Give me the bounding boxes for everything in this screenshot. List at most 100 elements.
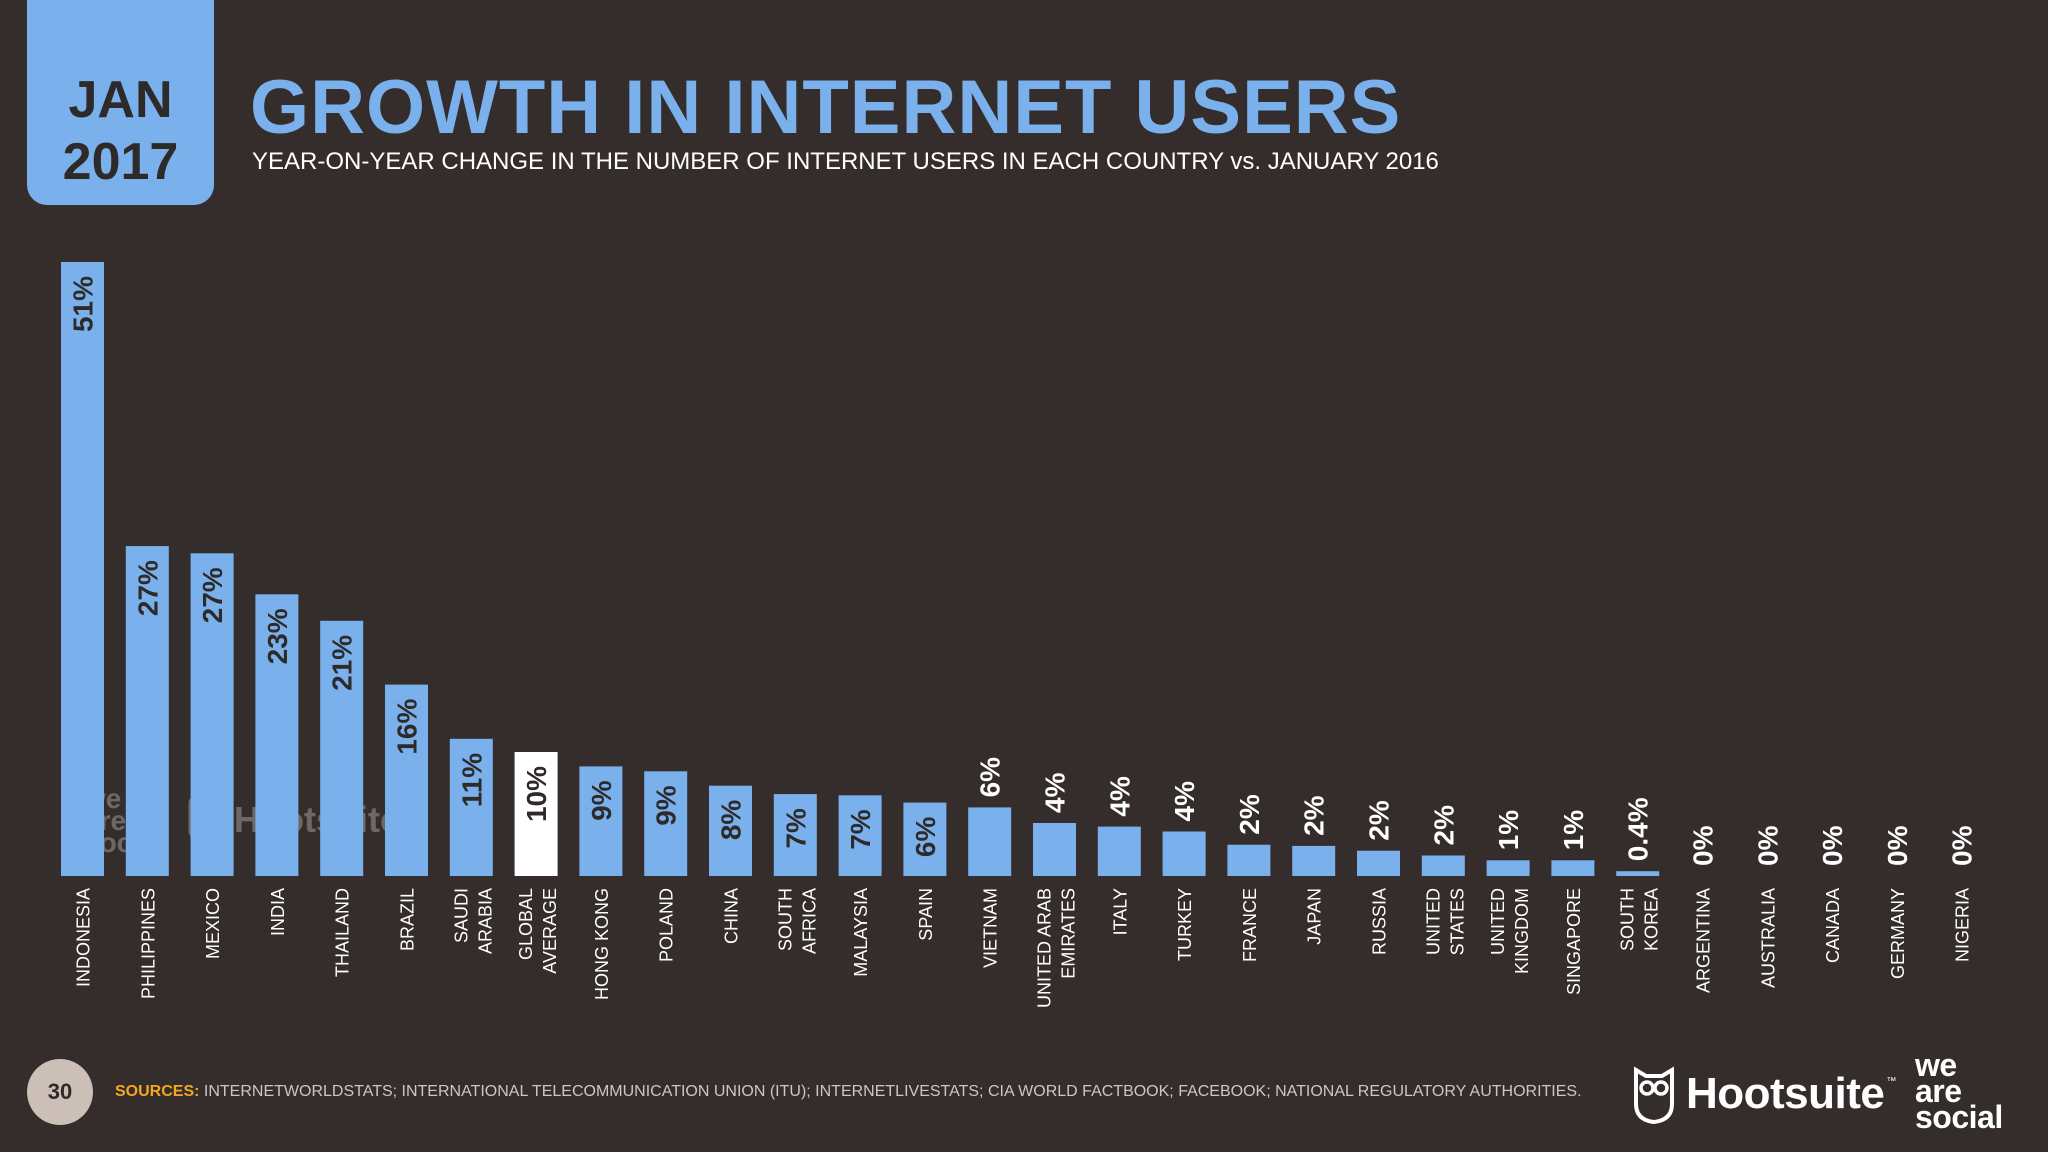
bar-south-korea [1616, 871, 1660, 876]
category-label-singapore: SINGAPORE [1564, 888, 1584, 995]
category-label-france: FRANCE [1240, 888, 1260, 962]
bar-malaysia [838, 795, 882, 876]
category-label-saudi-arabia: SAUDI ARABIA [451, 888, 495, 954]
category-label-line: SOUTH [775, 888, 795, 951]
value-label-brazil: 16% [392, 699, 423, 755]
bar-vietnam [968, 807, 1012, 876]
value-label-poland: 9% [651, 785, 682, 826]
category-label-turkey: TURKEY [1175, 888, 1195, 961]
bar-indonesia [61, 262, 104, 876]
category-label-line: STATES [1447, 888, 1467, 955]
hootsuite-tm: ™ [1886, 1076, 1897, 1087]
value-label-south-africa: 7% [780, 808, 811, 849]
category-label-line: HONG KONG [592, 888, 612, 1000]
value-label-germany: 0% [1882, 825, 1913, 866]
category-label-china: CHINA [722, 888, 742, 944]
value-label-philippines: 27% [132, 560, 163, 616]
date-badge: JAN 2017 [27, 0, 214, 205]
value-label-argentina: 0% [1688, 825, 1719, 866]
category-label-indonesia: INDONESIA [74, 888, 94, 987]
bar-italy [1097, 826, 1141, 876]
category-label-nigeria: NIGERIA [1953, 888, 1973, 962]
category-label-mexico: MEXICO [203, 888, 223, 959]
value-label-india: 23% [262, 608, 293, 664]
sources-note: SOURCES: INTERNETWORLDSTATS; INTERNATION… [115, 1081, 1582, 1103]
category-label-brazil: BRAZIL [398, 888, 418, 951]
bar-south-africa [773, 794, 817, 876]
was-line-social: social [1915, 1099, 2003, 1135]
was-line-are: are [1915, 1073, 1962, 1109]
category-label-line: PHILIPPINES [138, 888, 158, 999]
category-label-line: KINGDOM [1512, 888, 1532, 974]
value-label-china: 8% [716, 800, 747, 841]
was-line-we: we [1915, 1047, 1957, 1083]
category-label-australia: AUSTRALIA [1758, 888, 1778, 988]
category-label-argentina: ARGENTINA [1694, 888, 1714, 993]
value-label-united-kingdom: 1% [1493, 810, 1524, 851]
value-label-japan: 2% [1299, 795, 1330, 836]
category-label-line: GLOBAL [516, 888, 536, 960]
value-label-nigeria: 0% [1947, 825, 1978, 866]
category-label-line: UNITED [1488, 888, 1508, 955]
bar-spain [903, 802, 947, 876]
value-label-thailand: 21% [327, 635, 358, 691]
category-label-line: POLAND [657, 888, 677, 962]
value-label-indonesia: 51% [68, 276, 99, 332]
owl-icon [1634, 1066, 1674, 1124]
category-label-line: TURKEY [1175, 888, 1195, 961]
category-label-line: CHINA [722, 888, 742, 944]
category-label-thailand: THAILAND [333, 888, 353, 977]
hootsuite-wordmark: Hootsuite [1686, 1069, 1885, 1118]
sources-label: SOURCES: [115, 1083, 200, 1100]
category-label-line: AFRICA [799, 888, 819, 954]
bar-united-states [1421, 855, 1465, 876]
page-number: 30 [27, 1059, 93, 1125]
sources-text: INTERNETWORLDSTATS; INTERNATIONAL TELECO… [199, 1083, 1582, 1100]
value-label-vietnam: 6% [975, 757, 1006, 798]
value-label-south-korea: 0.4% [1623, 797, 1654, 861]
category-label-hong-kong: HONG KONG [592, 888, 612, 1000]
page-subtitle: YEAR-ON-YEAR CHANGE IN THE NUMBER OF INT… [252, 148, 1439, 175]
category-label-line: EMIRATES [1059, 888, 1079, 979]
bar-united-arab-emirates [1033, 823, 1076, 876]
bar-russia [1357, 850, 1400, 876]
bar-india [255, 594, 299, 876]
category-label-line: AUSTRALIA [1758, 888, 1778, 988]
category-label-line: INDIA [268, 888, 288, 936]
category-label-philippines: PHILIPPINES [138, 888, 158, 999]
value-label-saudi-arabia: 11% [456, 753, 487, 808]
category-label-line: GERMANY [1888, 888, 1908, 979]
bar-france [1227, 844, 1271, 876]
category-label-line: SINGAPORE [1564, 888, 1584, 995]
category-label-poland: POLAND [657, 888, 677, 962]
date-year: 2017 [62, 133, 179, 191]
bar-turkey [1162, 831, 1206, 876]
category-label-south-korea: SOUTH KOREA [1618, 888, 1662, 951]
category-label-line: AVERAGE [540, 888, 560, 974]
category-label-india: INDIA [268, 888, 288, 936]
bar-poland [644, 771, 688, 876]
category-label-malaysia: MALAYSIA [851, 888, 871, 977]
category-label-russia: RUSSIA [1370, 888, 1390, 955]
value-label-australia: 0% [1752, 825, 1783, 866]
category-label-line: NIGERIA [1953, 888, 1973, 962]
category-label-line: CANADA [1823, 888, 1843, 963]
category-label-line: MALAYSIA [851, 888, 871, 977]
category-label-line: THAILAND [333, 888, 353, 977]
bar-brazil [385, 684, 428, 876]
category-label-united-states: UNITED STATES [1423, 888, 1467, 955]
value-label-france: 2% [1234, 794, 1265, 835]
category-label-germany: GERMANY [1888, 888, 1908, 979]
bars-group [61, 262, 1660, 876]
bar-japan [1292, 845, 1336, 876]
we-are-social-logo: we are social [1915, 1047, 2003, 1135]
category-label-line: MEXICO [203, 888, 223, 959]
value-label-mexico: 27% [197, 567, 228, 623]
value-label-canada: 0% [1817, 825, 1848, 866]
category-label-line: UNITED [1423, 888, 1443, 955]
value-label-spain: 6% [910, 816, 941, 857]
category-label-line: SAUDI [451, 888, 471, 943]
category-label-line: SPAIN [916, 888, 936, 941]
value-label-united-states: 2% [1428, 805, 1459, 846]
category-label-italy: ITALY [1110, 888, 1130, 935]
